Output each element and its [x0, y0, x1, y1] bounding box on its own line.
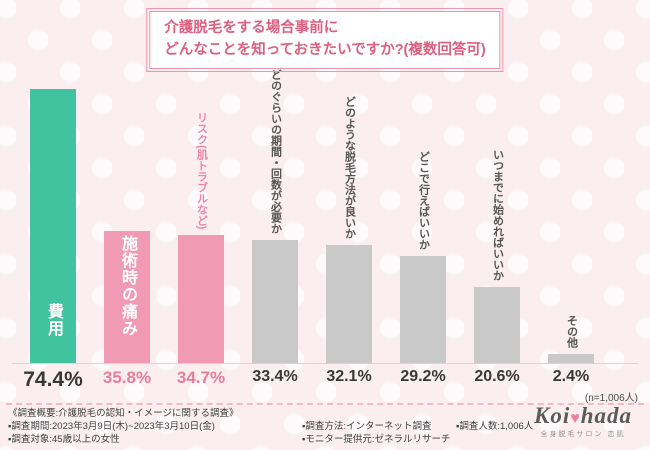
heart-icon: ♥ — [570, 410, 581, 427]
bar-chart: 費用 74.4% 施術時の痛み 35.8% リスク(肌トラブルなど) 34.7% どのぐらい… — [16, 69, 608, 393]
bar-area: 施術時の痛み — [90, 89, 164, 363]
footer-column-3: ▪調査人数:1,006人 — [456, 407, 533, 433]
bar — [400, 256, 446, 363]
survey-footer: 《調査概要:介護脱毛の認知・イメージに関する調査》 ▪調査期間:2023年3月9… — [8, 407, 642, 447]
footer-column-2: ▪調査方法:インターネット調査 ▪モニター提供元:ゼネラルリサーチ — [302, 407, 451, 446]
bar — [252, 240, 298, 363]
bar-group-5: どのような脱毛方法が良いか 32.1% — [312, 89, 386, 393]
logo-text-right: hada — [580, 403, 633, 428]
bar — [178, 235, 224, 363]
bar-group-7: いつまでに始めればいいか 20.6% — [460, 89, 534, 393]
bar-category-label: どこで行えばいいか — [417, 151, 430, 250]
bar-group-8: その他 2.4% — [534, 89, 608, 393]
bar-value-label: 74.4% — [23, 368, 83, 391]
bar-category-label: どのぐらいの期間・回数が必要か — [269, 69, 282, 234]
bar-value-label: 29.2% — [400, 368, 446, 385]
chart-baseline — [12, 363, 638, 364]
chart-title-line2: どんなことを知っておきたいですか?(複数回答可) — [164, 42, 486, 59]
bar-value-label: 34.7% — [176, 368, 226, 387]
bar-category-label: 費用 — [45, 303, 62, 337]
sample-size-label: (n=1,006人) — [584, 393, 638, 404]
bar-area: リスク(肌トラブルなど) — [164, 89, 238, 363]
logo-text-left: Koi — [533, 403, 571, 428]
bar-area: どのような脱毛方法が良いか — [312, 89, 386, 363]
survey-period: ▪調査期間:2023年3月9日(木)~2023年3月10日(金) — [8, 421, 215, 432]
footer-column-1: 《調査概要:介護脱毛の認知・イメージに関する調査》 ▪調査期間:2023年3月9… — [8, 407, 238, 446]
bar-area: どのぐらいの期間・回数が必要か — [238, 69, 312, 363]
bar-area: いつまでに始めればいいか — [460, 89, 534, 363]
bar-group-1: 費用 74.4% — [16, 89, 90, 393]
bar-group-2: 施術時の痛み 35.8% — [90, 89, 164, 393]
bar-area: どこで行えばいいか — [386, 89, 460, 363]
bar-value-label: 35.8% — [102, 368, 152, 387]
footer-divider — [6, 403, 644, 405]
survey-heading: 《調査概要:介護脱毛の認知・イメージに関する調査》 — [8, 408, 239, 419]
survey-count: ▪調査人数:1,006人 — [456, 421, 534, 432]
bar-category-label: いつまでに始めればいいか — [491, 149, 504, 281]
bar-value-label: 33.4% — [252, 368, 298, 385]
chart-title-box: 介護脱毛をする場合事前に どんなことを知っておきたいですか?(複数回答可) — [146, 8, 504, 72]
bar-group-3: リスク(肌トラブルなど) 34.7% — [164, 89, 238, 393]
koihada-logo: Koi♥hada 全身脱毛サロン 恋肌 — [522, 404, 644, 439]
bar-area: その他 — [534, 89, 608, 363]
bar-value-label: 2.4% — [552, 368, 590, 385]
bar-group-6: どこで行えばいいか 29.2% — [386, 89, 460, 393]
survey-target: ▪調査対象:45歳以上の女性 — [8, 434, 120, 445]
bar-group-4: どのぐらいの期間・回数が必要か 33.4% — [238, 69, 312, 393]
bar — [326, 245, 372, 363]
logo-wordmark: Koi♥hada — [522, 404, 644, 427]
bar-area: 費用 — [16, 89, 90, 363]
bar — [548, 354, 594, 363]
bar-value-label: 32.1% — [326, 368, 372, 385]
bar — [30, 89, 76, 363]
logo-subtext: 全身脱毛サロン 恋肌 — [540, 431, 626, 438]
bar-category-label: その他 — [565, 315, 578, 348]
bar — [474, 287, 520, 363]
bar-category-label: 施術時の痛み — [119, 235, 136, 337]
survey-monitor: ▪モニター提供元:ゼネラルリサーチ — [302, 434, 451, 445]
bar-value-label: 20.6% — [474, 368, 520, 385]
bar — [104, 231, 150, 363]
survey-method: ▪調査方法:インターネット調査 — [302, 421, 432, 432]
chart-title-line1: 介護脱毛をする場合事前に — [164, 20, 339, 36]
bar-category-label: どのような脱毛方法が良いか — [343, 96, 356, 239]
bar-category-label: リスク(肌トラブルなど) — [195, 111, 208, 229]
